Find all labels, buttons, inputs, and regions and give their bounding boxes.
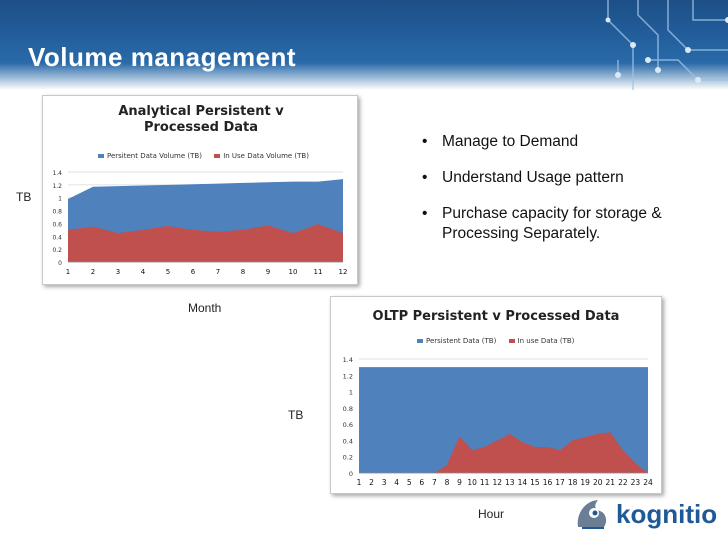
circuit-board-decoration bbox=[605, 0, 728, 90]
y-tick-label: 0.8 bbox=[343, 405, 353, 413]
legend-label-persistent: Persistent Data (TB) bbox=[426, 337, 497, 345]
chart1-legend: Persitent Data Volume (TB) In Use Data V… bbox=[98, 152, 309, 160]
x-tick-label: 9 bbox=[266, 268, 270, 276]
x-tick-label: 4 bbox=[141, 268, 146, 276]
y-tick-label: 0 bbox=[349, 470, 353, 478]
y-tick-label: 0.4 bbox=[343, 437, 353, 445]
legend-swatch-persistent bbox=[417, 339, 423, 343]
x-tick-label: 10 bbox=[467, 478, 477, 487]
x-tick-label: 10 bbox=[289, 268, 298, 276]
y-tick-label: 1 bbox=[349, 389, 353, 397]
kognitio-logo-text: kognitio bbox=[616, 499, 718, 529]
x-tick-label: 2 bbox=[369, 478, 374, 487]
x-tick-label: 1 bbox=[357, 478, 362, 487]
analytical-area-chart: 00.20.40.60.811.21.41 2 3 4 5 6 7 8 9 10 11 12 bbox=[52, 170, 348, 276]
legend-swatch-inuse bbox=[214, 154, 221, 158]
bullet-list: Manage to Demand Understand Usage patter… bbox=[420, 132, 710, 260]
x-tick-label: 22 bbox=[618, 478, 628, 487]
x-tick-label: 9 bbox=[457, 478, 462, 487]
y-tick-label: 0.8 bbox=[52, 209, 62, 216]
x-tick-label: 14 bbox=[518, 478, 528, 487]
y-tick-label: 1.2 bbox=[52, 183, 62, 190]
series-area-in-use bbox=[359, 432, 648, 473]
x-tick-label: 3 bbox=[382, 478, 387, 487]
x-tick-label: 3 bbox=[116, 268, 120, 276]
x-tick-label: 19 bbox=[580, 478, 590, 487]
bullet-item: Understand Usage pattern bbox=[420, 168, 710, 188]
x-tick-label: 2 bbox=[91, 268, 95, 276]
legend-label-inuse: In use Data (TB) bbox=[517, 337, 575, 345]
legend-swatch-inuse bbox=[508, 339, 515, 343]
slide-title: Volume management bbox=[28, 42, 297, 72]
x-tick-label: 1 bbox=[66, 268, 70, 276]
y-tick-label: 0.4 bbox=[52, 234, 62, 241]
chart1-title: Analytical Persistent v Processed Data bbox=[118, 104, 284, 135]
x-tick-label: 8 bbox=[445, 478, 450, 487]
chart1-ylabel: TB bbox=[16, 190, 32, 204]
x-tick-label: 20 bbox=[593, 478, 603, 487]
chart2-legend: Persistent Data (TB) In use Data (TB) bbox=[417, 337, 574, 345]
x-tick-label: 5 bbox=[407, 478, 412, 487]
x-tick-label: 13 bbox=[505, 478, 515, 487]
y-tick-label: 1.2 bbox=[343, 372, 353, 380]
x-tick-label: 17 bbox=[555, 478, 565, 487]
oltp-area-chart: 00.20.40.60.811.21.41 2 3 4 5 6 7 8 9 10 11 12 13 14 1… bbox=[343, 356, 653, 487]
x-tick-label: 5 bbox=[166, 268, 170, 276]
x-tick-label: 6 bbox=[191, 268, 196, 276]
x-tick-label: 15 bbox=[530, 478, 540, 487]
x-tick-label: 18 bbox=[568, 478, 578, 487]
chart2-xlabel: Hour bbox=[478, 507, 505, 521]
y-tick-label: 1.4 bbox=[343, 356, 353, 364]
slide-header: Volume management bbox=[0, 0, 728, 90]
chart2-ylabel: TB bbox=[288, 408, 304, 422]
analytical-chart-panel: Analytical Persistent v Processed Data P… bbox=[42, 95, 358, 285]
y-tick-label: 0.2 bbox=[343, 454, 353, 462]
x-tick-label: 12 bbox=[492, 478, 502, 487]
chart1-xlabel: Month bbox=[188, 301, 222, 315]
x-tick-label: 21 bbox=[606, 478, 616, 487]
x-tick-label: 16 bbox=[543, 478, 553, 487]
x-tick-label: 7 bbox=[216, 268, 220, 276]
x-tick-label: 8 bbox=[241, 268, 245, 276]
oltp-chart-panel: OLTP Persistent v Processed Data Persist… bbox=[330, 296, 662, 494]
bullet-item: Manage to Demand bbox=[420, 132, 710, 152]
x-tick-label: 11 bbox=[314, 268, 323, 276]
x-tick-label: 11 bbox=[480, 478, 490, 487]
y-tick-label: 1.4 bbox=[52, 170, 62, 177]
x-tick-label: 6 bbox=[419, 478, 424, 487]
y-tick-label: 0.6 bbox=[52, 221, 62, 228]
chart2-title: OLTP Persistent v Processed Data bbox=[372, 309, 620, 324]
y-tick-label: 0 bbox=[58, 260, 62, 267]
y-tick-label: 0.2 bbox=[52, 247, 62, 254]
x-tick-label: 4 bbox=[394, 478, 399, 487]
bullet-item: Purchase capacity for storage & Processi… bbox=[420, 204, 710, 244]
y-tick-label: 0.6 bbox=[343, 421, 353, 429]
legend-label-persistent: Persitent Data Volume (TB) bbox=[107, 152, 202, 160]
series-area-in-use bbox=[68, 224, 343, 262]
legend-swatch-persistent bbox=[98, 154, 104, 158]
x-tick-label: 23 bbox=[631, 478, 641, 487]
x-tick-label: 7 bbox=[432, 478, 437, 487]
x-tick-label: 24 bbox=[643, 478, 653, 487]
legend-label-inuse: In Use Data Volume (TB) bbox=[223, 152, 309, 160]
kognitio-logo-icon bbox=[577, 500, 607, 529]
x-tick-label: 12 bbox=[339, 268, 348, 276]
y-tick-label: 1 bbox=[58, 196, 62, 203]
